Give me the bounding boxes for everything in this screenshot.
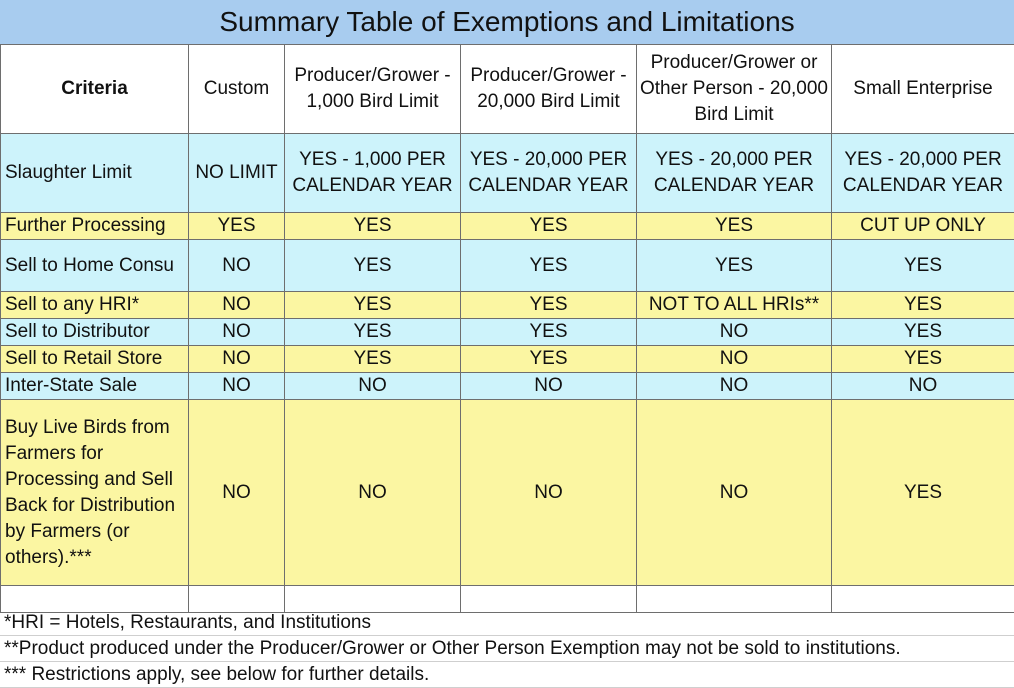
table-row: Slaughter Limit NO LIMIT YES - 1,000 PER…	[1, 134, 1014, 213]
table-cell[interactable]: YES	[832, 319, 1014, 346]
table-cell[interactable]: NO	[189, 319, 285, 346]
footnotes: *HRI = Hotels, Restaurants, and Institut…	[0, 610, 1014, 688]
table-cell[interactable]: YES	[637, 240, 832, 292]
table-cell[interactable]: YES	[285, 240, 461, 292]
table-row: Inter-State Sale NO NO NO NO NO	[1, 373, 1014, 400]
table-cell[interactable]: NO	[832, 373, 1014, 400]
header-producer-20000[interactable]: Producer/Grower - 20,000 Bird Limit	[461, 45, 637, 134]
table-cell[interactable]: YES	[832, 292, 1014, 319]
table-cell[interactable]: YES - 20,000 PER CALENDAR YEAR	[832, 134, 1014, 213]
row-label-slaughter-limit[interactable]: Slaughter Limit	[1, 134, 189, 213]
table-title: Summary Table of Exemptions and Limitati…	[0, 0, 1014, 45]
table-cell[interactable]: YES	[832, 240, 1014, 292]
table-cell[interactable]: YES	[461, 292, 637, 319]
footnote-restrictions: *** Restrictions apply, see below for fu…	[0, 662, 1014, 688]
empty-cell[interactable]	[285, 586, 461, 613]
table-row: Sell to any HRI* NO YES YES NOT TO ALL H…	[1, 292, 1014, 319]
table-cell[interactable]: NO	[637, 400, 832, 586]
header-custom[interactable]: Custom	[189, 45, 285, 134]
table-cell[interactable]: NO	[285, 400, 461, 586]
table-cell[interactable]: NO	[189, 373, 285, 400]
empty-row	[1, 586, 1014, 613]
table-cell[interactable]: YES - 1,000 PER CALENDAR YEAR	[285, 134, 461, 213]
header-small-enterprise[interactable]: Small Enterprise	[832, 45, 1014, 134]
table-cell[interactable]: NO LIMIT	[189, 134, 285, 213]
exemptions-table: Criteria Custom Producer/Grower - 1,000 …	[0, 44, 1014, 613]
row-label-further-processing[interactable]: Further Processing	[1, 213, 189, 240]
table-cell[interactable]: NO	[461, 400, 637, 586]
row-label-inter-state-sale[interactable]: Inter-State Sale	[1, 373, 189, 400]
row-label-buy-live-birds[interactable]: Buy Live Birds from Farmers for Processi…	[1, 400, 189, 586]
table-cell[interactable]: NOT TO ALL HRIs**	[637, 292, 832, 319]
table-cell[interactable]: NO	[189, 346, 285, 373]
empty-cell[interactable]	[189, 586, 285, 613]
empty-cell[interactable]	[832, 586, 1014, 613]
table-cell[interactable]: YES	[461, 346, 637, 373]
row-label-sell-home-consumer[interactable]: Sell to Home Consu	[1, 240, 189, 292]
table-cell[interactable]: NO	[189, 400, 285, 586]
table-cell[interactable]: YES	[461, 213, 637, 240]
row-label-sell-distributor[interactable]: Sell to Distributor	[1, 319, 189, 346]
table-cell[interactable]: YES	[189, 213, 285, 240]
table-cell[interactable]: NO	[189, 292, 285, 319]
table-cell[interactable]: YES	[285, 346, 461, 373]
empty-cell[interactable]	[461, 586, 637, 613]
table-cell[interactable]: YES - 20,000 PER CALENDAR YEAR	[637, 134, 832, 213]
row-label-sell-hri[interactable]: Sell to any HRI*	[1, 292, 189, 319]
table-row: Further Processing YES YES YES YES CUT U…	[1, 213, 1014, 240]
table-cell[interactable]: YES	[637, 213, 832, 240]
header-producer-other[interactable]: Producer/Grower or Other Person - 20,000…	[637, 45, 832, 134]
table-cell[interactable]: YES	[285, 213, 461, 240]
row-label-sell-retail-store[interactable]: Sell to Retail Store	[1, 346, 189, 373]
header-producer-1000[interactable]: Producer/Grower - 1,000 Bird Limit	[285, 45, 461, 134]
table-cell[interactable]: NO	[189, 240, 285, 292]
table-cell[interactable]: YES	[285, 292, 461, 319]
table-cell[interactable]: YES	[285, 319, 461, 346]
empty-cell[interactable]	[637, 586, 832, 613]
table-cell[interactable]: YES	[832, 400, 1014, 586]
table-cell[interactable]: NO	[637, 319, 832, 346]
table-row: Sell to Home Consu NO YES YES YES YES	[1, 240, 1014, 292]
table-cell[interactable]: NO	[461, 373, 637, 400]
footnote-hri: *HRI = Hotels, Restaurants, and Institut…	[0, 610, 1014, 636]
empty-cell[interactable]	[1, 586, 189, 613]
table-row: Sell to Distributor NO YES YES NO YES	[1, 319, 1014, 346]
table-cell[interactable]: YES	[461, 319, 637, 346]
table-cell[interactable]: NO	[637, 373, 832, 400]
table-cell[interactable]: YES	[461, 240, 637, 292]
table-row: Buy Live Birds from Farmers for Processi…	[1, 400, 1014, 586]
table-cell[interactable]: YES - 20,000 PER CALENDAR YEAR	[461, 134, 637, 213]
header-criteria[interactable]: Criteria	[1, 45, 189, 134]
table-row: Sell to Retail Store NO YES YES NO YES	[1, 346, 1014, 373]
footnote-institutions: **Product produced under the Producer/Gr…	[0, 636, 1014, 662]
header-row: Criteria Custom Producer/Grower - 1,000 …	[1, 45, 1014, 134]
table-cell[interactable]: CUT UP ONLY	[832, 213, 1014, 240]
table-cell[interactable]: YES	[832, 346, 1014, 373]
table-cell[interactable]: NO	[637, 346, 832, 373]
table-cell[interactable]: NO	[285, 373, 461, 400]
